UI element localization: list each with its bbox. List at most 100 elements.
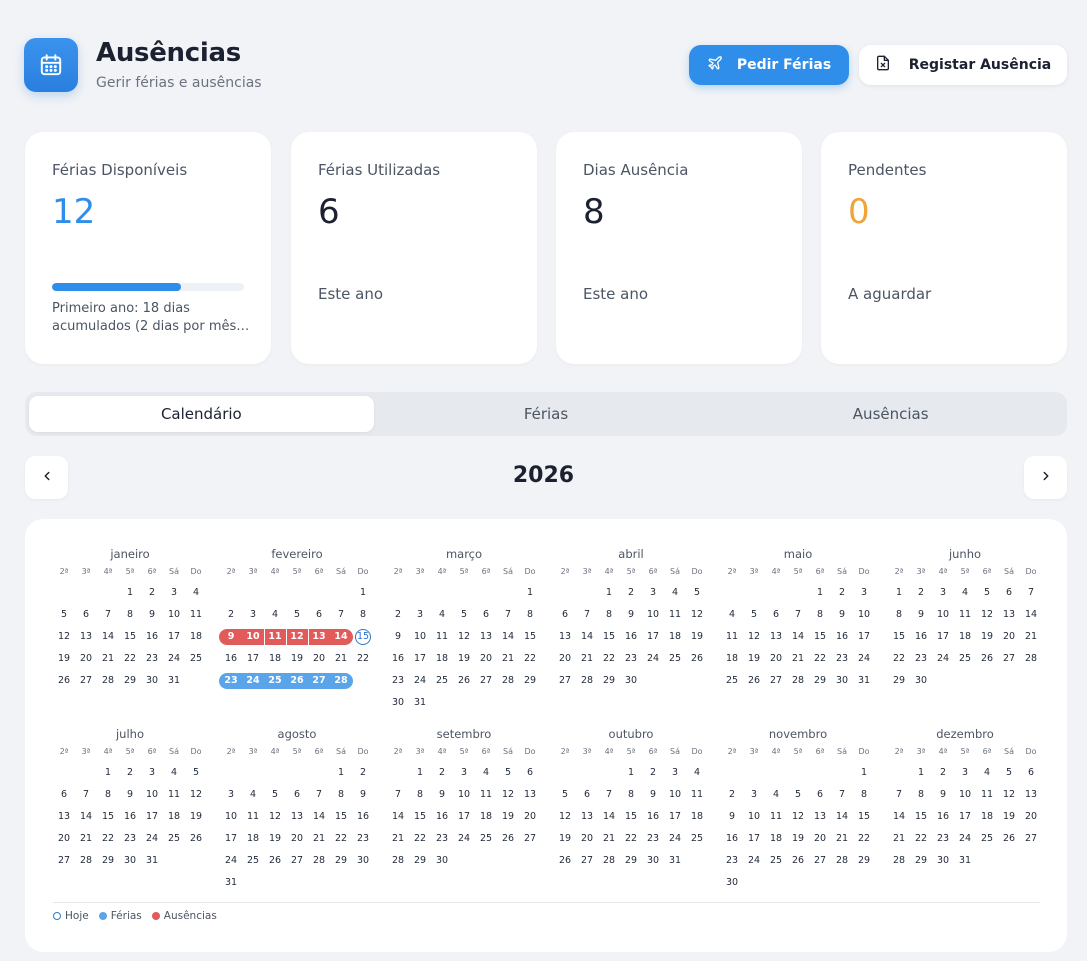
calendar-day[interactable]: 18	[668, 631, 682, 642]
calendar-day[interactable]: 23	[624, 653, 638, 664]
calendar-day[interactable]: 3	[860, 587, 868, 598]
calendar-day[interactable]: 23	[123, 833, 137, 844]
calendar-day[interactable]: 6	[561, 609, 569, 620]
calendar-day[interactable]: 2	[359, 767, 367, 778]
calendar-day[interactable]: 8	[337, 789, 345, 800]
calendar-day[interactable]: 10	[646, 609, 660, 620]
calendar-day-vacation[interactable]: 26	[290, 675, 304, 686]
calendar-day[interactable]: 2	[728, 789, 736, 800]
calendar-day[interactable]: 16	[145, 631, 159, 642]
calendar-day[interactable]: 26	[747, 675, 761, 686]
calendar-day[interactable]: 1	[627, 767, 635, 778]
calendar-day[interactable]: 24	[958, 833, 972, 844]
calendar-day[interactable]: 9	[939, 789, 947, 800]
calendar-day[interactable]: 5	[1005, 767, 1013, 778]
calendar-day[interactable]: 5	[794, 789, 802, 800]
calendar-day[interactable]: 9	[394, 631, 402, 642]
calendar-day[interactable]: 23	[356, 833, 370, 844]
calendar-day[interactable]: 12	[268, 811, 282, 822]
calendar-day[interactable]: 27	[523, 833, 537, 844]
calendar-day[interactable]: 3	[249, 609, 257, 620]
calendar-day[interactable]: 14	[602, 811, 616, 822]
calendar-day[interactable]: 25	[958, 653, 972, 664]
calendar-day[interactable]: 25	[435, 675, 449, 686]
calendar-day[interactable]: 4	[983, 767, 991, 778]
calendar-day[interactable]: 6	[482, 609, 490, 620]
next-year-button[interactable]	[1024, 456, 1067, 499]
calendar-day[interactable]: 17	[857, 631, 871, 642]
calendar-day[interactable]: 22	[857, 833, 871, 844]
calendar-day[interactable]: 2	[148, 587, 156, 598]
calendar-day[interactable]: 20	[769, 653, 783, 664]
register-absence-button[interactable]: Registar Ausência	[859, 45, 1067, 85]
calendar-day[interactable]: 13	[558, 631, 572, 642]
calendar-day[interactable]: 26	[457, 675, 471, 686]
calendar-day[interactable]: 21	[835, 833, 849, 844]
calendar-day[interactable]: 11	[958, 609, 972, 620]
calendar-day[interactable]: 10	[457, 789, 471, 800]
calendar-day[interactable]: 19	[558, 833, 572, 844]
calendar-day[interactable]: 3	[939, 587, 947, 598]
calendar-day[interactable]: 11	[769, 811, 783, 822]
calendar-day[interactable]: 1	[526, 587, 534, 598]
calendar-day[interactable]: 21	[892, 833, 906, 844]
calendar-day[interactable]: 1	[104, 767, 112, 778]
calendar-day[interactable]: 3	[671, 767, 679, 778]
calendar-day[interactable]: 1	[605, 587, 613, 598]
calendar-day[interactable]: 8	[917, 789, 925, 800]
calendar-day[interactable]: 13	[523, 789, 537, 800]
calendar-day[interactable]: 11	[668, 609, 682, 620]
calendar-day[interactable]: 14	[79, 811, 93, 822]
calendar-day[interactable]: 4	[271, 609, 279, 620]
calendar-day[interactable]: 12	[690, 609, 704, 620]
calendar-day[interactable]: 1	[860, 767, 868, 778]
calendar-day[interactable]: 14	[1024, 609, 1038, 620]
calendar-day[interactable]: 16	[391, 653, 405, 664]
calendar-day[interactable]: 19	[457, 653, 471, 664]
calendar-day[interactable]: 1	[895, 587, 903, 598]
calendar-day[interactable]: 8	[126, 609, 134, 620]
calendar-day[interactable]: 27	[79, 675, 93, 686]
calendar-day[interactable]: 27	[479, 675, 493, 686]
calendar-day[interactable]: 6	[1027, 767, 1035, 778]
calendar-day[interactable]: 26	[501, 833, 515, 844]
calendar-day[interactable]: 18	[167, 811, 181, 822]
calendar-day-vacation[interactable]: 23	[224, 675, 238, 686]
calendar-day[interactable]: 10	[224, 811, 238, 822]
calendar-day[interactable]: 24	[167, 653, 181, 664]
calendar-day[interactable]: 6	[526, 767, 534, 778]
calendar-day[interactable]: 29	[857, 855, 871, 866]
calendar-day-today[interactable]: 15	[352, 629, 374, 645]
calendar-day[interactable]: 22	[413, 833, 427, 844]
calendar-day[interactable]: 20	[290, 833, 304, 844]
calendar-day[interactable]: 5	[293, 609, 301, 620]
calendar-day[interactable]: 15	[892, 631, 906, 642]
calendar-day[interactable]: 7	[82, 789, 90, 800]
calendar-day[interactable]: 11	[690, 789, 704, 800]
calendar-day[interactable]: 18	[246, 833, 260, 844]
calendar-day[interactable]: 6	[772, 609, 780, 620]
calendar-day[interactable]: 23	[835, 653, 849, 664]
calendar-day[interactable]: 15	[334, 811, 348, 822]
calendar-day[interactable]: 10	[958, 789, 972, 800]
calendar-day[interactable]: 5	[561, 789, 569, 800]
request-vacation-button[interactable]: Pedir Férias	[689, 45, 849, 85]
calendar-day[interactable]: 3	[148, 767, 156, 778]
calendar-day[interactable]: 2	[649, 767, 657, 778]
calendar-day[interactable]: 30	[435, 855, 449, 866]
calendar-day[interactable]: 26	[558, 855, 572, 866]
calendar-day[interactable]: 17	[936, 631, 950, 642]
calendar-day-absence[interactable]: 14	[334, 631, 348, 642]
calendar-day[interactable]: 21	[101, 653, 115, 664]
previous-year-button[interactable]	[25, 456, 68, 499]
calendar-day[interactable]: 5	[192, 767, 200, 778]
calendar-day[interactable]: 9	[627, 609, 635, 620]
calendar-day[interactable]: 12	[791, 811, 805, 822]
calendar-day[interactable]: 15	[624, 811, 638, 822]
calendar-day[interactable]: 5	[60, 609, 68, 620]
calendar-day[interactable]: 20	[312, 653, 326, 664]
calendar-day[interactable]: 13	[79, 631, 93, 642]
calendar-day[interactable]: 28	[79, 855, 93, 866]
calendar-day[interactable]: 24	[936, 653, 950, 664]
calendar-day[interactable]: 10	[145, 789, 159, 800]
